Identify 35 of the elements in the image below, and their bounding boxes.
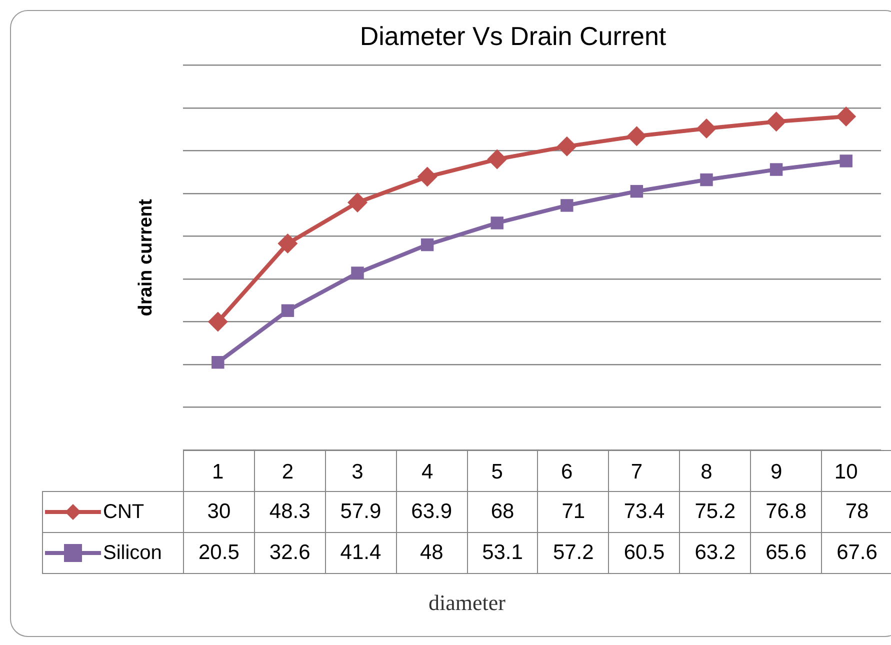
data-label: 73.4 xyxy=(608,492,680,532)
data-label: 76.8 xyxy=(750,492,822,532)
x-tick-label: 3 xyxy=(352,460,364,484)
data-label: 63.9 xyxy=(396,492,468,532)
x-tick-label: 4 xyxy=(421,460,434,484)
data-label: 71 xyxy=(538,492,609,532)
x-tick-label: 7 xyxy=(630,460,643,484)
data-label: 67.6 xyxy=(822,532,891,574)
x-tick-label: 8 xyxy=(700,460,712,484)
x-tick-label: 10 xyxy=(834,460,858,484)
data-label: 65.6 xyxy=(750,532,822,574)
data-label: 48.3 xyxy=(254,492,326,532)
y-axis-title: drain current xyxy=(136,198,157,316)
data-label: 78 xyxy=(822,492,891,532)
legend-label: Silicon xyxy=(103,542,162,564)
data-label: 63.2 xyxy=(680,532,751,574)
x-tick-label: 9 xyxy=(770,460,782,484)
chart-title: Diameter Vs Drain Current xyxy=(360,20,667,51)
data-label: 68 xyxy=(467,492,538,532)
data-label: 48 xyxy=(396,532,468,574)
legend-label: CNT xyxy=(103,500,144,522)
data-label: 30 xyxy=(184,492,254,532)
data-label: 57.9 xyxy=(325,492,396,532)
data-label: 53.1 xyxy=(467,532,538,574)
data-label: 75.2 xyxy=(680,492,751,532)
data-label: 32.6 xyxy=(254,532,326,574)
data-label: 20.5 xyxy=(184,532,254,574)
data-label: 60.5 xyxy=(608,532,680,574)
x-tick-label: 1 xyxy=(212,460,224,484)
x-tick-label: 2 xyxy=(282,460,294,484)
data-label: 41.4 xyxy=(325,532,396,574)
x-tick-label: 6 xyxy=(561,460,573,484)
x-axis-title: diameter xyxy=(428,590,506,616)
x-tick-label: 5 xyxy=(491,460,503,484)
data-label: 57.2 xyxy=(538,532,609,574)
